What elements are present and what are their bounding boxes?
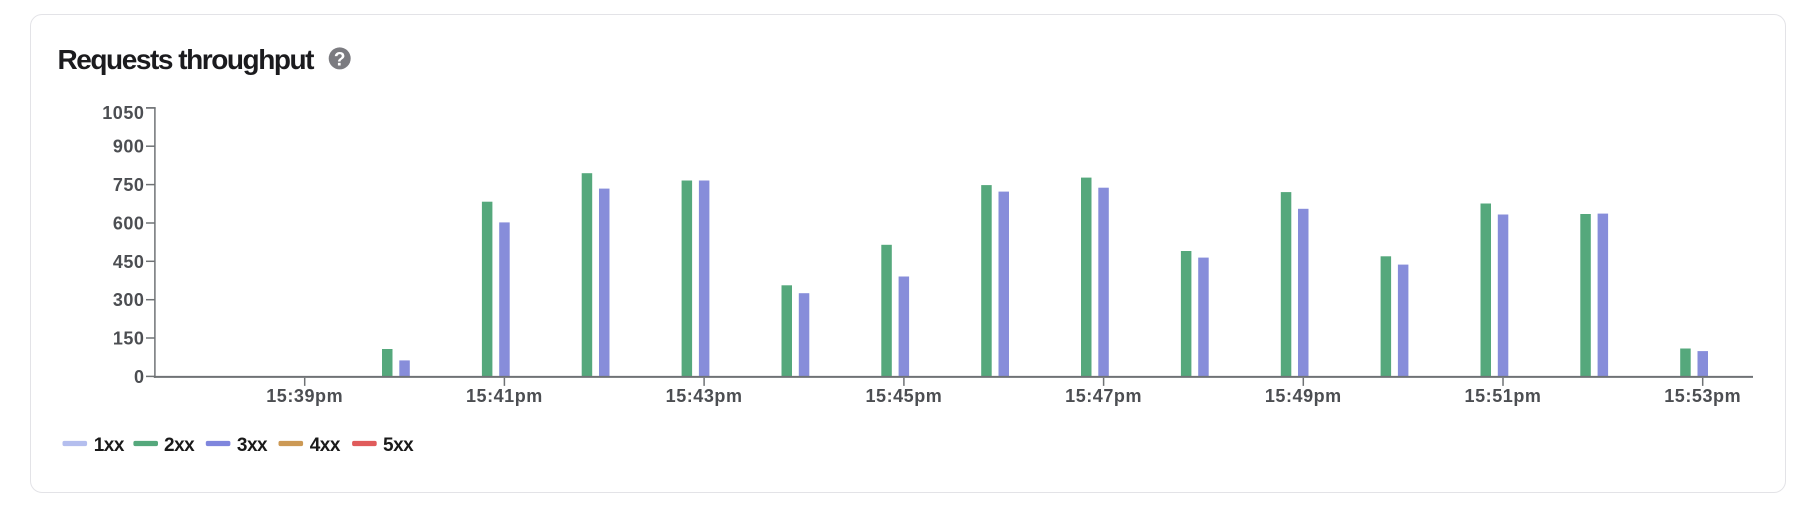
svg-text:15:41pm: 15:41pm	[466, 386, 543, 406]
svg-text:750: 750	[113, 175, 145, 195]
svg-text:Requests throughput: Requests throughput	[58, 44, 315, 75]
svg-text:15:53pm: 15:53pm	[1664, 386, 1741, 406]
svg-text:0: 0	[134, 367, 145, 387]
svg-text:3xx: 3xx	[237, 435, 268, 456]
svg-text:600: 600	[113, 214, 145, 234]
svg-text:300: 300	[113, 290, 145, 310]
svg-text:15:49pm: 15:49pm	[1265, 386, 1342, 406]
svg-text:4xx: 4xx	[310, 435, 341, 456]
svg-text:15:43pm: 15:43pm	[666, 386, 743, 406]
svg-text:5xx: 5xx	[383, 435, 414, 456]
svg-text:1050: 1050	[102, 103, 144, 123]
svg-text:15:47pm: 15:47pm	[1065, 386, 1142, 406]
svg-text:15:39pm: 15:39pm	[266, 386, 343, 406]
svg-text:15:51pm: 15:51pm	[1465, 386, 1542, 406]
svg-text:2xx: 2xx	[164, 435, 195, 456]
svg-text:15:45pm: 15:45pm	[865, 386, 942, 406]
svg-text:900: 900	[113, 137, 145, 157]
svg-text:150: 150	[113, 329, 145, 349]
svg-text:?: ?	[334, 49, 346, 70]
svg-text:1xx: 1xx	[94, 435, 125, 456]
svg-text:450: 450	[113, 252, 145, 272]
